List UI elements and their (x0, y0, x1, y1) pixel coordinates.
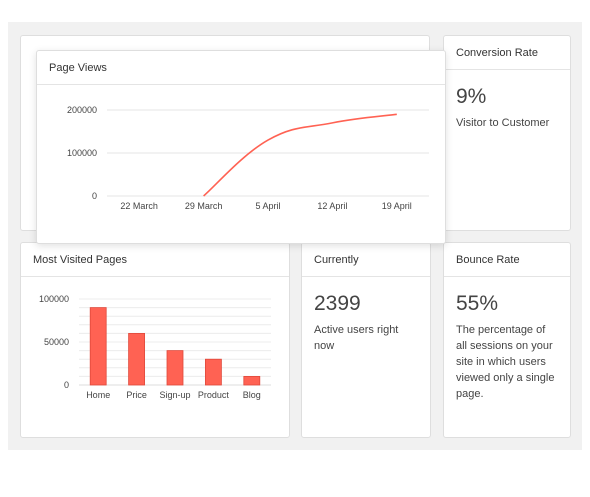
conversion-rate-body: 9% Visitor to Customer (444, 70, 570, 144)
bounce-rate-value: 55% (456, 292, 499, 315)
bar-blog (243, 376, 261, 386)
bar-price (128, 333, 145, 386)
y-tick-label: 0 (92, 191, 97, 201)
page-views-header: Page Views (37, 51, 445, 85)
x-tick-label: Sign-up (159, 390, 190, 400)
bar-sign-up (166, 350, 184, 386)
x-tick-label: 5 April (255, 201, 280, 211)
y-tick-label: 0 (64, 380, 69, 390)
most-visited-pages-title: Most Visited Pages (33, 253, 127, 266)
x-tick-label: Blog (243, 390, 261, 400)
active-users-value: 2399 (314, 292, 361, 315)
currently-title: Currently (314, 253, 359, 266)
page-views-card[interactable]: Page Views 0 100000 200000 22 March 29 March… (36, 50, 446, 244)
page-views-chart: 0 100000 200000 22 March 29 March 5 April 12 A… (67, 105, 429, 211)
x-tick-label: 12 April (317, 201, 347, 211)
bounce-rate-title: Bounce Rate (456, 253, 520, 266)
bounce-rate-description: The percentage of all sessions on your s… (456, 324, 555, 400)
conversion-rate-card[interactable]: Conversion Rate 9% Visitor to Customer (443, 35, 571, 231)
conversion-rate-value: 9% (456, 85, 487, 108)
x-tick-label: 19 April (382, 201, 412, 211)
conversion-rate-description: Visitor to Customer (456, 117, 550, 130)
currently-card[interactable]: Currently 2399 Active users right now (301, 242, 431, 438)
active-users-description: Active users right now (314, 324, 399, 353)
x-tick-label: Home (86, 390, 110, 400)
most-visited-pages-chart: 0 50000 100000 Home Price Sign-up Product Blog (39, 294, 271, 400)
x-tick-label: Price (126, 390, 147, 400)
most-visited-chart-area: 0 50000 100000 Home Price Sign-up Product Blog (21, 277, 289, 440)
bar-product (204, 358, 222, 386)
x-tick-label: 29 March (185, 201, 223, 211)
y-tick-label: 100000 (39, 294, 69, 304)
currently-body: 2399 Active users right now (302, 277, 430, 367)
bar-home (89, 307, 107, 386)
conversion-rate-title: Conversion Rate (456, 46, 538, 59)
y-tick-label: 50000 (44, 337, 69, 347)
bounce-rate-header: Bounce Rate (444, 243, 570, 277)
page-views-title: Page Views (49, 61, 107, 74)
most-visited-pages-card[interactable]: Most Visited Pages 0 50000 100000 Home Price… (20, 242, 290, 438)
bounce-rate-body: 55% The percentage of all sessions on yo… (444, 277, 570, 415)
x-tick-label: Product (198, 390, 230, 400)
x-tick-label: 22 March (120, 201, 158, 211)
conversion-rate-header: Conversion Rate (444, 36, 570, 70)
page-views-line (203, 113, 397, 197)
y-tick-label: 100000 (67, 148, 97, 158)
currently-header: Currently (302, 243, 430, 277)
most-visited-pages-header: Most Visited Pages (21, 243, 289, 277)
dashboard: Page Views 0 100000 200000 22 March 29 March… (8, 22, 582, 450)
page-views-chart-area: 0 100000 200000 22 March 29 March 5 April 12 A… (37, 85, 445, 248)
bounce-rate-card[interactable]: Bounce Rate 55% The percentage of all se… (443, 242, 571, 438)
y-tick-label: 200000 (67, 105, 97, 115)
